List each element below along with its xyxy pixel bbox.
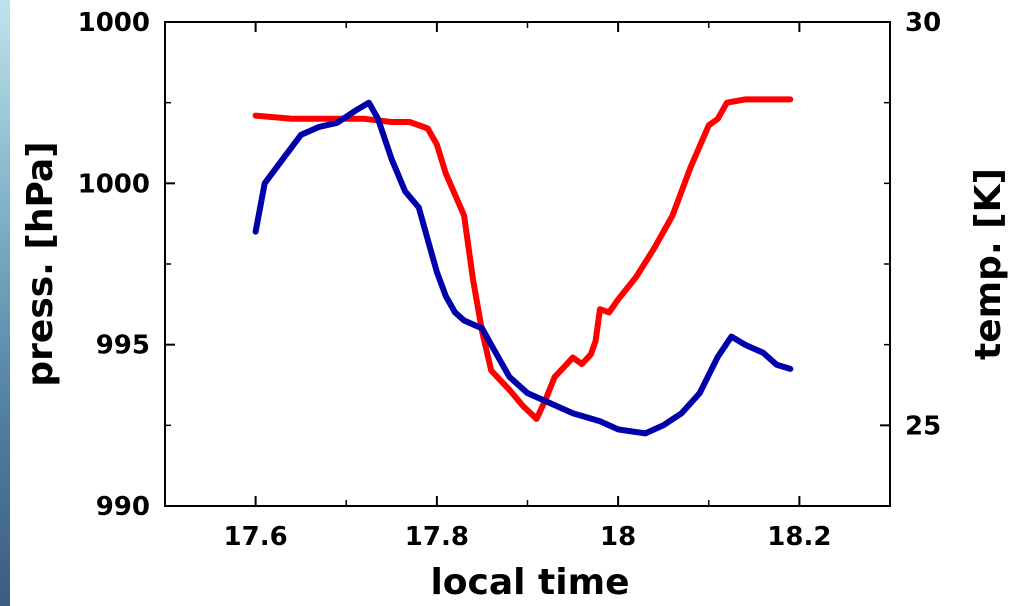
side-decoration-strip (0, 0, 10, 606)
x-axis-label: local time (430, 562, 629, 603)
y-right-tick-label: 25 (905, 411, 941, 441)
series-layer (252, 96, 794, 437)
y-left-tick-label: 1000 (78, 8, 150, 38)
y-left-tick-label: 1000 (78, 169, 150, 199)
x-tick-label: 17.6 (224, 522, 288, 552)
plot-frame (164, 21, 891, 507)
y-right-tick-label: 30 (905, 8, 941, 38)
x-tick-label: 18 (600, 522, 636, 552)
y-axis-left-label: press. [hPa] (20, 141, 61, 386)
ticks: 17.6 17.8 18 18.2 990 995 1000 1000 25 30 (78, 8, 942, 552)
x-tick-label: 18.2 (767, 522, 831, 552)
y-left-tick-label: 995 (96, 331, 150, 361)
y-left-tick-label: 990 (96, 492, 150, 522)
pressure-series-line (252, 96, 794, 422)
temperature-series-line (252, 99, 794, 437)
x-tick-label: 17.8 (405, 522, 469, 552)
y-axis-right-label: temp. [K] (968, 168, 1009, 360)
